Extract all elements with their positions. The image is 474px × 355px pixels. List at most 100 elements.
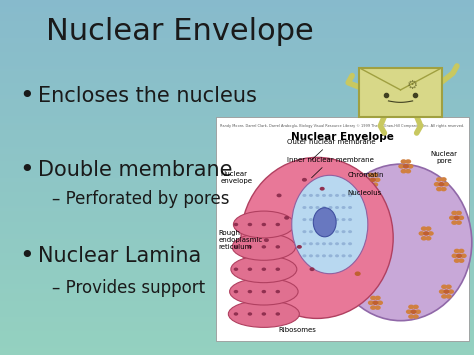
Circle shape <box>328 230 333 233</box>
Circle shape <box>309 218 313 221</box>
Bar <box>0 234 474 237</box>
Circle shape <box>328 254 333 257</box>
Bar <box>0 329 474 331</box>
Circle shape <box>355 272 361 276</box>
Circle shape <box>454 258 460 263</box>
Bar <box>0 154 474 156</box>
Bar <box>0 338 474 341</box>
Bar <box>0 327 474 329</box>
Bar <box>0 38 474 40</box>
Circle shape <box>377 300 383 305</box>
Ellipse shape <box>330 164 472 321</box>
Circle shape <box>441 187 447 191</box>
Bar <box>0 59 474 61</box>
Circle shape <box>451 220 457 225</box>
Bar <box>0 130 474 132</box>
Text: •: • <box>19 84 34 108</box>
Bar <box>0 334 474 336</box>
Circle shape <box>262 223 266 226</box>
Bar <box>0 109 474 111</box>
Circle shape <box>315 242 319 245</box>
Circle shape <box>322 242 326 245</box>
Circle shape <box>456 211 462 215</box>
Circle shape <box>357 276 363 281</box>
Circle shape <box>315 218 319 221</box>
Circle shape <box>359 272 365 276</box>
Circle shape <box>328 218 333 221</box>
Bar <box>0 187 474 189</box>
Circle shape <box>452 253 457 258</box>
Bar <box>0 251 474 253</box>
Circle shape <box>373 300 378 305</box>
Bar <box>0 341 474 343</box>
Text: ⚙: ⚙ <box>407 78 418 92</box>
Bar <box>0 213 474 215</box>
Circle shape <box>247 245 252 248</box>
Circle shape <box>355 211 361 215</box>
Bar <box>0 12 474 14</box>
Circle shape <box>322 230 326 233</box>
Bar <box>0 132 474 135</box>
Bar <box>0 244 474 246</box>
Bar <box>0 118 474 121</box>
Bar <box>0 90 474 92</box>
Bar <box>0 203 474 206</box>
Circle shape <box>310 267 315 271</box>
Bar <box>0 47 474 50</box>
Circle shape <box>234 245 238 248</box>
Circle shape <box>461 253 467 258</box>
Circle shape <box>441 284 447 289</box>
Bar <box>0 57 474 59</box>
Bar <box>0 286 474 289</box>
Text: Chromatin: Chromatin <box>347 172 384 178</box>
Bar <box>0 225 474 227</box>
Bar <box>0 246 474 248</box>
Bar <box>0 270 474 272</box>
Bar <box>0 260 474 263</box>
Bar <box>0 114 474 116</box>
Circle shape <box>434 182 440 186</box>
Circle shape <box>350 272 356 276</box>
Bar <box>0 196 474 199</box>
Circle shape <box>234 312 238 316</box>
Circle shape <box>348 206 352 209</box>
Circle shape <box>302 218 307 221</box>
Bar <box>0 256 474 258</box>
Bar <box>0 168 474 170</box>
Bar <box>0 291 474 294</box>
Bar <box>0 31 474 33</box>
Bar <box>0 267 474 270</box>
Circle shape <box>370 305 376 310</box>
Text: •: • <box>19 158 34 182</box>
Bar <box>0 272 474 274</box>
Circle shape <box>302 242 307 245</box>
Circle shape <box>284 216 289 220</box>
Circle shape <box>309 230 313 233</box>
Circle shape <box>234 290 238 293</box>
Circle shape <box>275 312 280 316</box>
Bar <box>0 152 474 154</box>
Circle shape <box>370 178 376 182</box>
Bar <box>0 85 474 88</box>
Circle shape <box>359 220 365 225</box>
Circle shape <box>322 254 326 257</box>
Circle shape <box>335 218 339 221</box>
Circle shape <box>342 254 346 257</box>
Circle shape <box>234 223 238 226</box>
Circle shape <box>370 296 376 300</box>
Bar <box>0 121 474 123</box>
Circle shape <box>342 230 346 233</box>
Circle shape <box>365 178 371 182</box>
Bar <box>0 263 474 265</box>
Circle shape <box>234 268 238 271</box>
Circle shape <box>335 254 339 257</box>
Ellipse shape <box>231 256 297 283</box>
Bar <box>0 76 474 78</box>
Bar <box>0 54 474 57</box>
Circle shape <box>247 268 252 271</box>
Circle shape <box>328 194 333 197</box>
Bar <box>0 24 474 26</box>
Circle shape <box>436 177 442 182</box>
Bar <box>0 36 474 38</box>
Bar <box>0 211 474 213</box>
